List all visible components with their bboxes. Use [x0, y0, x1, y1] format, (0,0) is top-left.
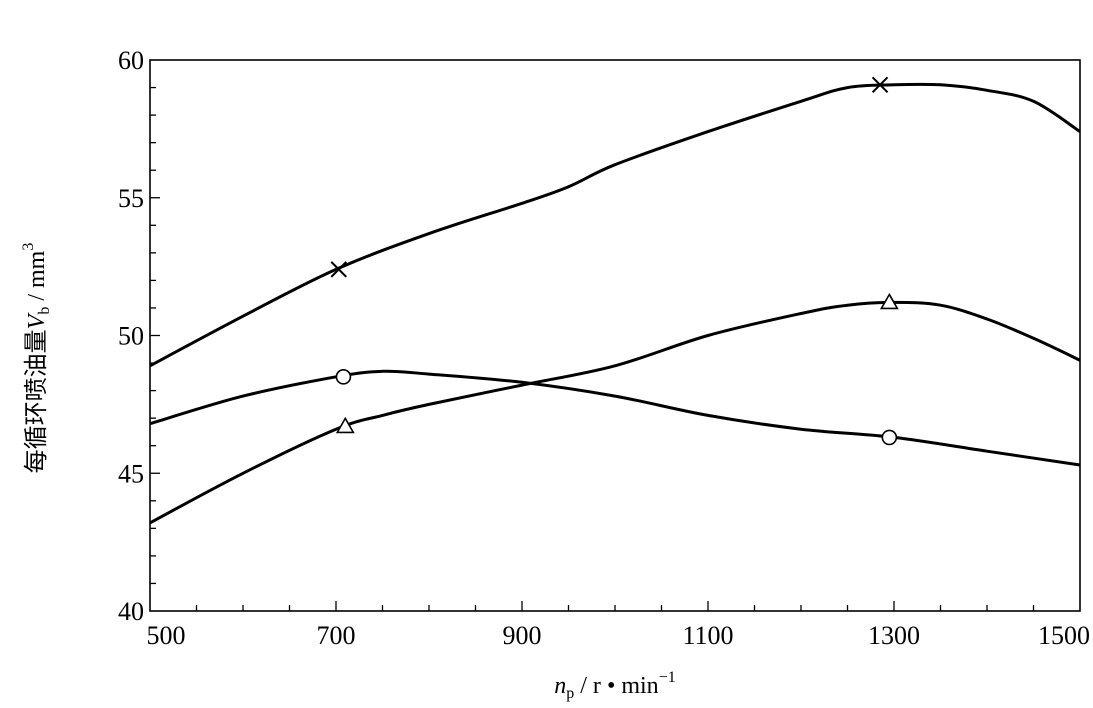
plot-area-frame: [149, 59, 1081, 612]
x-tick-label: 500: [147, 621, 186, 650]
x-tick-label: 1100: [682, 621, 733, 650]
x-tick-label: 700: [317, 621, 356, 650]
y-axis-label-var: V: [24, 312, 50, 329]
y-axis-label-cn: 每循环喷油量: [23, 329, 50, 473]
x-tick-label: 1300: [868, 621, 920, 650]
y-axis-label-unit: / mm: [24, 250, 50, 306]
x-tick-label: 900: [503, 621, 542, 650]
x-axis-label-sub: p: [566, 685, 574, 702]
series-line-circle: [149, 369, 1081, 467]
y-axis-label: 每循环喷油量Vb / mm3: [20, 243, 53, 474]
series-layer: [149, 82, 1081, 525]
y-tick-label: 45: [118, 459, 144, 488]
x-axis: 500 700 900 1100 1300 1500: [147, 601, 1090, 650]
y-axis-label-sub: b: [36, 307, 53, 315]
x-axis-label-dot: •: [607, 673, 615, 699]
x-axis-label-rest: / r: [574, 673, 607, 699]
marker-layer: [330, 76, 899, 446]
y-axis: 40 45 50 55 60: [118, 46, 160, 626]
y-tick-label: 60: [118, 46, 144, 75]
x-axis-label: np / r • min−1: [554, 669, 675, 702]
x-axis-label-sup: −1: [659, 669, 676, 686]
marker-cross: [330, 261, 347, 278]
series-line-x: [149, 82, 1081, 368]
marker-triangle: [879, 292, 899, 310]
y-tick-label: 55: [118, 184, 144, 213]
y-axis-label-sup: 3: [20, 243, 37, 251]
y-tick-label: 40: [118, 597, 144, 626]
y-tick-label: 50: [118, 322, 144, 351]
marker-triangle: [335, 416, 355, 434]
marker-circle: [881, 429, 898, 446]
x-tick-label: 1500: [1038, 621, 1090, 650]
x-axis-label-var: n: [554, 673, 566, 699]
marker-circle: [335, 369, 352, 385]
marker-cross: [871, 76, 889, 94]
x-axis-label-unit: min: [615, 673, 658, 699]
series-line-triangle: [149, 300, 1081, 525]
